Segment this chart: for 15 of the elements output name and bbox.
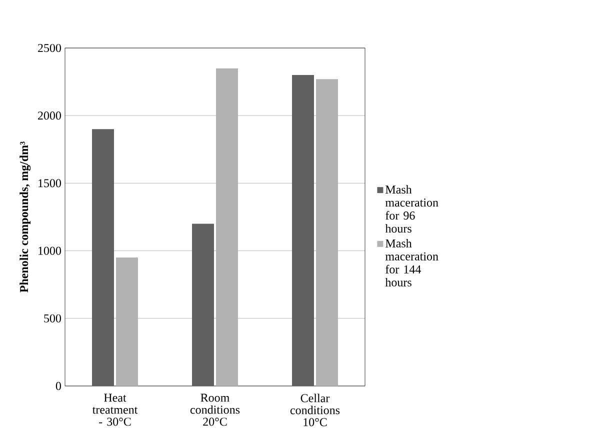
x-tick-label: Room conditions 20°C xyxy=(190,394,240,426)
bar xyxy=(192,224,214,386)
bar xyxy=(92,129,114,386)
y-tick-label: 0 xyxy=(56,382,62,390)
legend-label: Mash maceration for 96 hours xyxy=(385,185,438,233)
legend-label: Mash maceration for 144 hours xyxy=(385,238,438,286)
y-axis-title: Phenolic compounds, mg/dm³ xyxy=(20,142,31,292)
y-tick-label: 1000 xyxy=(38,246,62,255)
y-tick-label: 2000 xyxy=(38,112,62,120)
x-tick-label: Heat treatment - 30°C xyxy=(92,394,138,426)
y-tick-label: 1500 xyxy=(38,179,62,188)
y-tick-label: 2500 xyxy=(38,44,62,52)
bar xyxy=(292,75,314,386)
x-tick-label: Cellar conditions 10°C xyxy=(290,394,340,426)
y-tick-label: 500 xyxy=(44,314,62,322)
